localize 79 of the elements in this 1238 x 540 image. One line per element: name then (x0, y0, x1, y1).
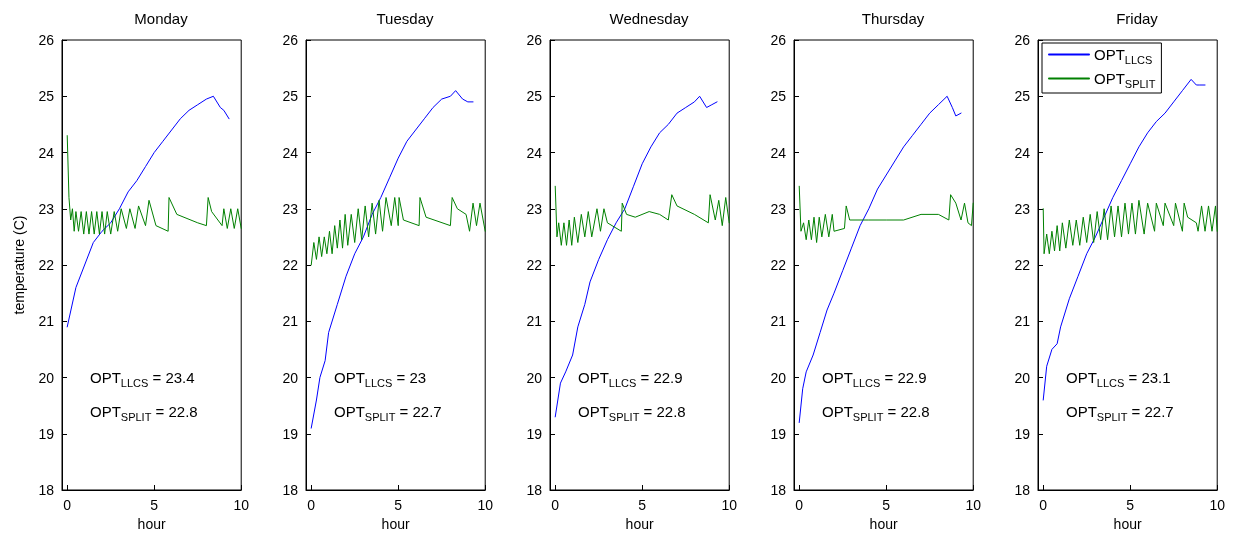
y-tick-label: 18 (282, 482, 299, 498)
line-series (66, 135, 242, 235)
y-tick-label: 25 (282, 88, 299, 105)
y-tick-label: 23 (1014, 200, 1031, 217)
y-tick-label: 26 (282, 32, 299, 48)
line-series (66, 95, 230, 328)
y-tick-label: 24 (282, 144, 299, 161)
y-tick-label: 18 (526, 482, 543, 498)
x-axis-title: hour (1113, 515, 1142, 532)
y-tick-label: 21 (1014, 313, 1031, 330)
y-tick-label: 19 (770, 425, 787, 442)
line-series (310, 90, 474, 429)
x-tick-label: 5 (638, 497, 647, 513)
y-tick-label: 26 (38, 32, 55, 48)
y-tick-label: 18 (1014, 482, 1031, 498)
y-tick-label: 22 (770, 257, 787, 273)
y-tick-label: 23 (770, 200, 787, 217)
x-axis-title: hour (137, 515, 166, 532)
x-tick-label: 10 (721, 497, 738, 513)
y-tick-label: 19 (1014, 425, 1031, 442)
x-tick-label: 0 (795, 497, 804, 513)
x-tick-label: 10 (477, 497, 494, 513)
x-tick-label: 0 (63, 497, 72, 513)
y-tick-label: 25 (38, 88, 55, 105)
line-series (1042, 199, 1218, 255)
y-tick-label: 20 (38, 369, 55, 386)
chart-title: Tuesday (376, 10, 434, 27)
y-tick-label: 24 (526, 144, 543, 161)
y-tick-label: 18 (770, 482, 787, 498)
y-tick-label: 19 (282, 425, 299, 442)
x-axis-title: hour (381, 515, 410, 532)
x-tick-label: 10 (965, 497, 982, 513)
chart-title: Monday (134, 10, 189, 27)
y-tick-label: 24 (1014, 144, 1031, 161)
y-tick-label: 25 (1014, 88, 1031, 105)
x-tick-label: 10 (1209, 497, 1226, 513)
y-tick-label: 21 (282, 313, 299, 330)
y-tick-label: 24 (38, 144, 55, 161)
line-series (798, 95, 962, 423)
y-tick-label: 19 (38, 425, 55, 442)
y-axis-title: temperature (C) (11, 215, 27, 315)
y-tick-label: 26 (770, 32, 787, 48)
y-tick-label: 21 (770, 313, 787, 330)
x-tick-label: 5 (1126, 497, 1135, 513)
x-tick-label: 0 (307, 497, 316, 513)
y-tick-label: 22 (38, 257, 55, 273)
x-axis-title: hour (869, 515, 898, 532)
y-tick-label: 22 (526, 257, 543, 273)
y-tick-label: 20 (1014, 369, 1031, 386)
line-series (798, 185, 974, 243)
chart-title: Friday (1116, 10, 1159, 27)
y-tick-label: 23 (38, 200, 55, 217)
y-tick-label: 22 (1014, 257, 1031, 273)
y-tick-label: 26 (1014, 32, 1031, 48)
x-tick-label: 5 (394, 497, 403, 513)
x-tick-label: 5 (150, 497, 159, 513)
x-tick-label: 0 (1039, 497, 1048, 513)
y-tick-label: 25 (770, 88, 787, 105)
x-tick-label: 10 (233, 497, 250, 513)
y-tick-label: 20 (526, 369, 543, 386)
y-tick-label: 20 (282, 369, 299, 386)
chart-title: Thursday (861, 10, 925, 27)
line-series (310, 197, 486, 266)
y-tick-label: 19 (526, 425, 543, 442)
x-tick-label: 5 (882, 497, 891, 513)
y-tick-label: 22 (282, 257, 299, 273)
y-tick-label: 23 (282, 200, 299, 217)
x-axis-title: hour (625, 515, 654, 532)
y-tick-label: 20 (770, 369, 787, 386)
y-tick-label: 23 (526, 200, 543, 217)
y-tick-label: 24 (770, 144, 787, 161)
y-tick-label: 21 (38, 313, 55, 330)
y-tick-label: 18 (38, 482, 55, 498)
y-tick-label: 26 (526, 32, 543, 48)
x-tick-label: 0 (551, 497, 560, 513)
y-tick-label: 21 (526, 313, 543, 330)
line-series (554, 185, 730, 246)
chart-title: Wednesday (609, 10, 689, 27)
y-tick-label: 25 (526, 88, 543, 105)
